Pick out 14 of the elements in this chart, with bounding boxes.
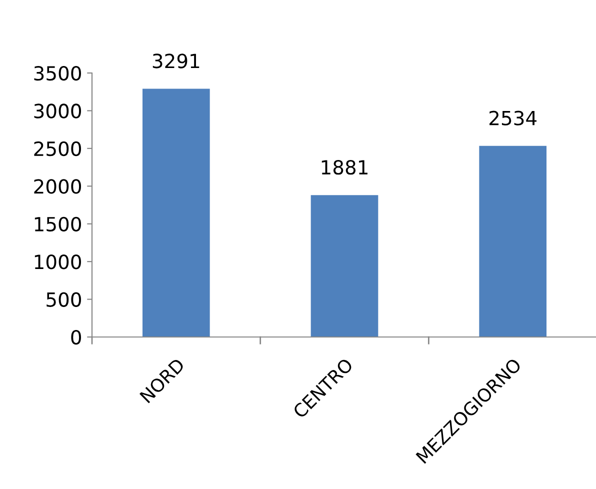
data-label: 1881 — [322, 160, 368, 175]
y-tick-label: 3500 — [34, 66, 81, 81]
bar — [142, 88, 210, 337]
y-tick-label: 500 — [46, 292, 81, 307]
y-tick-label: 1000 — [34, 254, 81, 270]
y-tick-label: 0 — [71, 330, 81, 345]
y-tick-label: 1500 — [34, 216, 81, 232]
data-label: 2534 — [490, 110, 536, 126]
bar — [479, 146, 546, 337]
y-tick-label: 2000 — [34, 179, 81, 194]
y-tick-label: 3000 — [34, 104, 81, 118]
data-label: 3291 — [152, 54, 200, 68]
bar — [310, 195, 378, 337]
y-tick-label: 2500 — [34, 141, 81, 156]
